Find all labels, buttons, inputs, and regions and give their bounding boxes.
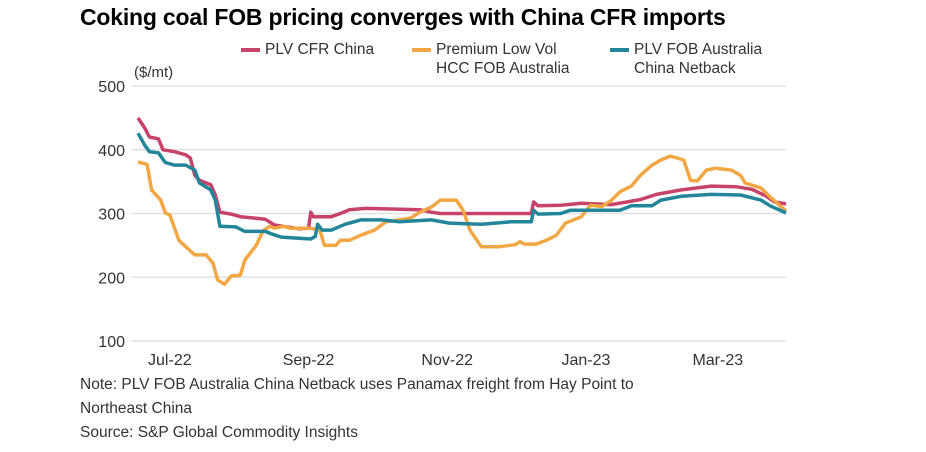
legend-label: China Netback xyxy=(634,60,736,77)
legend-item-plv-cfr-china: PLV CFR China xyxy=(241,40,374,59)
y-tick-label: 100 xyxy=(98,334,125,351)
y-tick-label: 300 xyxy=(98,207,125,224)
y-tick-label: 200 xyxy=(98,270,125,287)
legend-item-plv-fob-australia: PLV FOB Australia China Netback xyxy=(610,40,762,78)
x-tick-label: Sep-22 xyxy=(283,352,335,369)
note-line-1: Note: PLV FOB Australia China Netback us… xyxy=(80,376,634,393)
legend-label: Premium Low Vol xyxy=(436,41,557,58)
series-line-1 xyxy=(137,154,788,287)
legend-item-premium-low-vol: Premium Low Vol HCC FOB Australia xyxy=(412,40,570,78)
x-tick-label: Nov-22 xyxy=(421,352,473,369)
legend-label: PLV CFR China xyxy=(265,41,375,58)
legend-swatch xyxy=(610,48,629,52)
source-text: Source: S&P Global Commodity Insights xyxy=(80,424,358,441)
legend-swatch xyxy=(241,48,260,52)
series-line-0 xyxy=(136,116,787,231)
chart-title: Coking coal FOB pricing converges with C… xyxy=(80,4,726,30)
y-tick-label: 400 xyxy=(98,143,125,160)
series-line-2 xyxy=(136,132,787,241)
note-line-2: Northeast China xyxy=(80,400,193,417)
y-tick-label: 500 xyxy=(98,79,125,96)
legend-swatch xyxy=(412,48,431,52)
x-tick-label: Mar-23 xyxy=(692,352,743,369)
legend-label: HCC FOB Australia xyxy=(436,60,570,77)
legend-label: PLV FOB Australia xyxy=(634,41,763,58)
x-tick-label: Jul-22 xyxy=(148,352,192,369)
x-tick-label: Jan-23 xyxy=(561,352,610,369)
y-axis-unit: ($/mt) xyxy=(134,64,174,81)
